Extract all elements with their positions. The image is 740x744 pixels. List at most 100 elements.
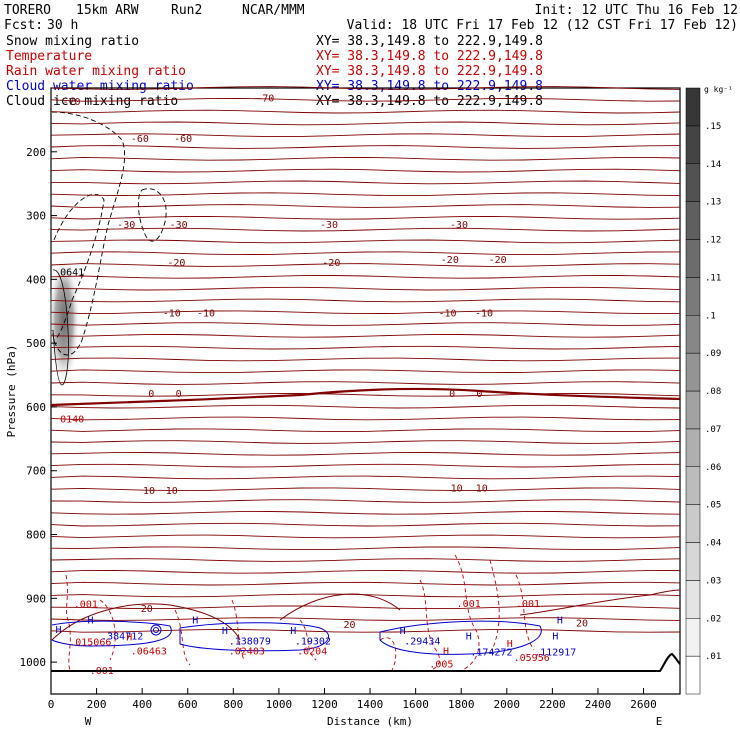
x-tick-label: 1600 <box>402 698 429 711</box>
x-tick-label: 2600 <box>630 698 657 711</box>
cloud-water-ring-inner <box>153 627 159 633</box>
valid-label: Valid: 18 UTC Fri 17 Feb 12 (12 CST Fri … <box>347 18 738 33</box>
snow-shading <box>48 254 80 386</box>
y-tick-label: 200 <box>26 146 46 159</box>
isotherm-lines <box>50 86 681 633</box>
h-marker: H <box>87 615 93 626</box>
isotherm-label: 20 <box>344 620 356 631</box>
terrain-surface <box>51 652 681 672</box>
colorbar-swatch <box>685 352 701 392</box>
field-value-label: .29434 <box>404 636 440 647</box>
y-tick-label: 1000 <box>20 656 47 669</box>
isotherm-line <box>50 463 681 468</box>
isotherm-label: -20 <box>489 255 507 266</box>
colorbar-swatch <box>685 542 701 581</box>
header: TORERO 15km ARW Run2 NCAR/MMM Init: 12 U… <box>4 3 738 33</box>
colorbar-label: .14 <box>705 160 721 170</box>
isotherm-label: -20 <box>167 258 185 269</box>
colorbar-label: .11 <box>705 273 721 283</box>
isotherm-line <box>50 487 681 492</box>
colorbar-label: .09 <box>705 349 721 359</box>
isotherm-label: -30 <box>117 220 135 231</box>
field-value-label: .001 <box>457 599 481 610</box>
field-value-label: .112917 <box>534 647 576 658</box>
isotherm-line <box>50 145 681 149</box>
colorbar-swatch <box>685 315 701 354</box>
isotherm-line <box>50 310 681 315</box>
isotherm-line <box>50 617 681 621</box>
cloud-water-ring-outer <box>150 624 162 636</box>
isotherm-line <box>50 168 681 173</box>
h-marker: H <box>507 639 513 650</box>
field-value-label: .06463 <box>131 647 167 658</box>
field-temperature-name: Temperature <box>6 49 92 64</box>
x-tick-label: 1200 <box>311 698 338 711</box>
isotherm-line <box>50 204 681 208</box>
h-marker: H <box>56 625 62 636</box>
isotherm-label: 10 <box>476 483 488 494</box>
isotherm-label: -10 <box>439 309 457 320</box>
x-tick-label: 2200 <box>539 698 566 711</box>
y-axis: 200 300 400 500 600 700 800 900 1000 <box>20 146 57 669</box>
isotherm-line <box>50 416 681 421</box>
isotherm-line <box>50 251 681 256</box>
field-value-label: .001 <box>516 599 540 610</box>
field-value-label: .19302 <box>295 636 331 647</box>
isotherm-label: -70 <box>62 97 80 108</box>
surface-bump-central <box>279 593 401 621</box>
isotherm-label: 10 <box>143 486 155 497</box>
x-tick-label: 600 <box>178 698 198 711</box>
cloud-water-center <box>179 622 330 652</box>
isotherm-line <box>50 475 681 480</box>
isotherm-line <box>50 522 681 527</box>
field-value-label: .384712 <box>101 631 143 642</box>
isotherm-line <box>50 404 681 409</box>
east-label: E <box>656 715 663 728</box>
field-value-label: .174272 <box>470 647 512 658</box>
colorbar-swatch <box>685 428 701 467</box>
field-temperature-xy: XY= 38.3,149.8 to 222.9,149.8 <box>316 49 543 64</box>
rain-contour-sw <box>99 599 116 661</box>
isotherm-line <box>50 570 681 574</box>
field-value-label: .015066 <box>69 638 111 649</box>
isotherm-label: 0 <box>148 389 154 400</box>
colorbar-label: .15 <box>705 122 721 132</box>
field-rain-name: Rain water mixing ratio <box>6 64 186 79</box>
h-marker: H <box>400 626 406 637</box>
isotherm-line <box>50 581 681 586</box>
y-tick-label: 500 <box>26 337 46 350</box>
resolution-label: 15km ARW <box>76 3 139 18</box>
isotherm-label: -60 <box>131 134 149 145</box>
colorbar-swatch <box>685 163 701 202</box>
rain-contour-west <box>65 574 71 671</box>
surface-bump-east <box>519 589 681 616</box>
isotherm-line <box>50 263 681 267</box>
colorbar-swatch <box>685 580 701 619</box>
run-label: Run2 <box>171 3 202 18</box>
center-label: NCAR/MMM <box>242 3 305 18</box>
isotherm-line <box>50 381 681 385</box>
cloud-ice-contour-outer <box>51 111 126 356</box>
isotherm-line <box>50 345 681 350</box>
colorbar-label: .01 <box>705 652 721 662</box>
rain-contour-c1 <box>231 599 245 661</box>
rain-contour-mid <box>174 609 191 666</box>
colorbar-unit: g kg⁻¹ <box>704 85 733 94</box>
isotherm-line <box>50 239 681 244</box>
isotherm-label: 20 <box>576 619 588 630</box>
cloud-water-west <box>51 620 172 647</box>
isotherm-label: 10 <box>166 486 178 497</box>
isotherm-line <box>51 180 681 185</box>
y-axis-title: Pressure (hPa) <box>5 345 18 438</box>
colorbar-label: .05 <box>705 501 721 511</box>
x-tick-label: 2400 <box>585 698 612 711</box>
field-value-label: .05956 <box>514 653 550 664</box>
isotherm-line <box>50 440 681 444</box>
fcst-label: Fcst: <box>4 18 43 33</box>
rain-contour-e3 <box>454 554 480 671</box>
h-marker: H <box>443 647 449 658</box>
cloud-ice-contour-upper <box>137 188 167 242</box>
x-tick-label: 2000 <box>494 698 521 711</box>
x-tick-label: 200 <box>87 698 107 711</box>
